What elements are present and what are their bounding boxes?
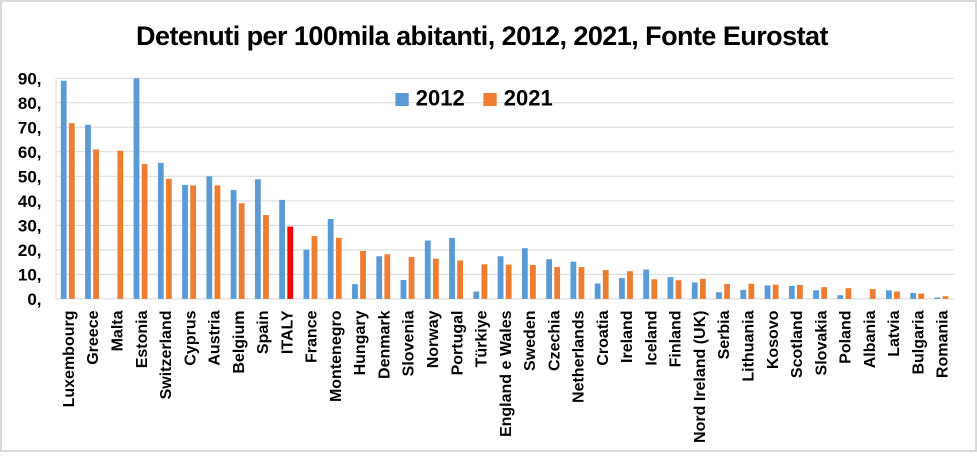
svg-text:Ireland: Ireland [619,311,636,363]
svg-text:Iceland: Iceland [643,311,660,366]
svg-text:Belgium: Belgium [231,311,248,374]
svg-text:Latvia: Latvia [886,310,903,356]
svg-text:20,: 20, [18,241,42,260]
svg-text:Bulgaria: Bulgaria [910,310,927,374]
svg-text:Romania: Romania [935,310,952,378]
svg-text:Norway: Norway [425,310,442,368]
svg-text:England e Wales: England e Wales [498,310,515,437]
svg-text:Albania: Albania [862,310,879,368]
svg-text:70,: 70, [18,119,42,138]
svg-text:0,: 0, [27,290,41,309]
svg-text:80,: 80, [18,94,42,113]
svg-text:France: France [304,310,321,363]
svg-text:ITALY: ITALY [279,310,296,354]
svg-text:Detenuti per 100mila abitanti,: Detenuti per 100mila abitanti, 2012, 202… [136,21,828,51]
svg-text:10,: 10, [18,266,42,285]
svg-text:Lithuania: Lithuania [740,310,757,381]
svg-text:Cyprus: Cyprus [182,310,199,365]
svg-text:Czechia: Czechia [546,310,563,371]
svg-text:Estonia: Estonia [134,310,151,368]
svg-text:40,: 40, [18,192,42,211]
svg-text:Nord Ireland (UK): Nord Ireland (UK) [692,311,709,443]
svg-text:Kosovo: Kosovo [765,310,782,369]
svg-text:Austria: Austria [207,310,224,365]
svg-text:Scotland: Scotland [789,311,806,379]
svg-text:Montenegro: Montenegro [328,310,345,402]
svg-text:30,: 30, [18,217,42,236]
svg-text:Poland: Poland [838,311,855,364]
svg-text:Hungary: Hungary [352,310,369,375]
svg-text:2021: 2021 [504,86,553,111]
svg-text:Slovenia: Slovenia [401,310,418,376]
svg-text:Luxembourg: Luxembourg [61,311,78,408]
svg-text:Croatia: Croatia [595,310,612,365]
svg-text:Serbia: Serbia [716,310,733,359]
svg-text:Sweden: Sweden [522,311,539,371]
svg-text:50,: 50, [18,168,42,187]
svg-text:2012: 2012 [416,86,465,111]
svg-text:Netherlands: Netherlands [571,310,588,403]
svg-text:Malta: Malta [109,310,126,351]
svg-text:Türkiye: Türkiye [474,310,491,367]
svg-text:Slovakia: Slovakia [813,310,830,375]
svg-text:60,: 60, [18,143,42,162]
svg-text:Portugal: Portugal [449,311,466,376]
svg-text:90,: 90, [18,70,42,89]
svg-text:Denmark: Denmark [376,310,393,379]
svg-text:Greece: Greece [85,310,102,364]
svg-text:Switzerland: Switzerland [158,311,175,400]
svg-text:Finland: Finland [668,311,685,368]
svg-text:Spain: Spain [255,311,272,355]
